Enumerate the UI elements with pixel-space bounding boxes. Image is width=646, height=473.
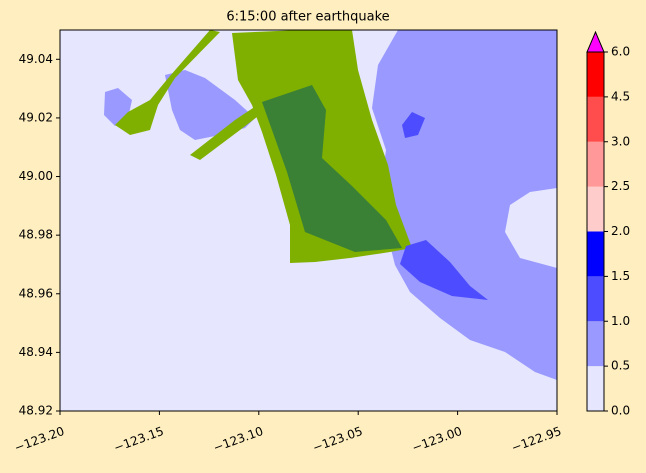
- colorbar-tick-label: 6.0: [611, 45, 630, 59]
- deep-flood: [402, 112, 425, 138]
- land-strip: [190, 102, 266, 160]
- colorbar-bin: [587, 141, 604, 187]
- y-tick-label: 48.92: [19, 404, 53, 418]
- colorbar-bin: [587, 231, 604, 277]
- colorbar-tick-label: 1.0: [611, 314, 630, 328]
- colorbar-bin: [587, 366, 604, 411]
- colorbar-tick-label: 0.0: [611, 404, 630, 418]
- y-tick-label: 48.96: [19, 286, 53, 300]
- plot-frame: [59, 29, 558, 412]
- colorbar-bin: [587, 96, 604, 142]
- colorbar-bin: [587, 52, 604, 97]
- colorbar-bin: [587, 321, 604, 367]
- y-tick-label: 49.04: [19, 52, 53, 66]
- y-tick-label: 48.98: [19, 228, 53, 242]
- colorbar-tick-label: 4.5: [611, 89, 630, 103]
- colorbar-bin: [587, 186, 604, 232]
- y-tick-label: 49.00: [19, 169, 53, 183]
- chart-title: 6:15:00 after earthquake: [226, 10, 389, 25]
- y-tick-label: 48.94: [19, 345, 53, 359]
- deep-flood: [400, 240, 488, 300]
- colorbar-bin: [587, 276, 604, 322]
- y-tick-label: 49.02: [19, 110, 53, 124]
- colorbar-tick-label: 1.5: [611, 269, 630, 283]
- colorbar-tick-label: 0.5: [611, 359, 630, 373]
- inland: [262, 85, 402, 252]
- colorbar-tick-label: 2.5: [611, 179, 630, 193]
- colorbar-tick-label: 2.0: [611, 224, 630, 238]
- map-area: [60, 30, 557, 411]
- colorbar-tick-label: 3.0: [611, 134, 630, 148]
- land-strip: [115, 30, 220, 135]
